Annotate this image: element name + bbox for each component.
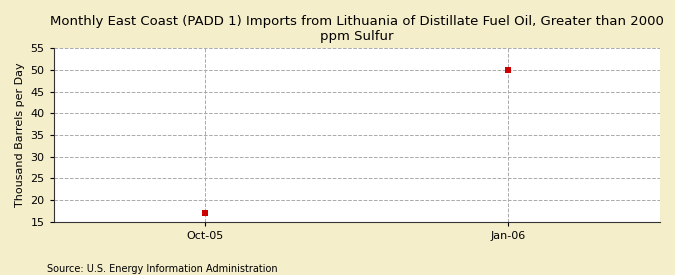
Text: Source: U.S. Energy Information Administration: Source: U.S. Energy Information Administ… [47, 264, 278, 274]
Point [503, 68, 514, 72]
Title: Monthly East Coast (PADD 1) Imports from Lithuania of Distillate Fuel Oil, Great: Monthly East Coast (PADD 1) Imports from… [50, 15, 664, 43]
Point [200, 211, 211, 215]
Y-axis label: Thousand Barrels per Day: Thousand Barrels per Day [15, 63, 25, 207]
